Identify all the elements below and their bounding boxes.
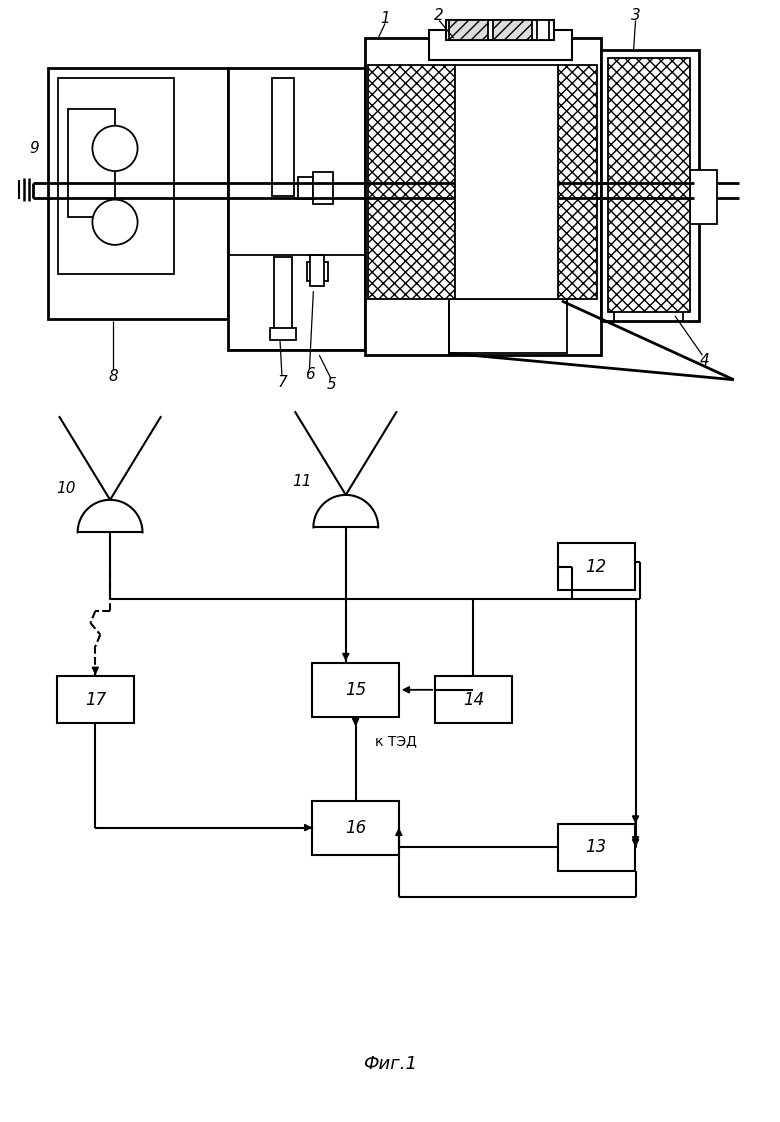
Text: 7: 7 (277, 375, 287, 390)
Bar (690, 171, 717, 224)
Bar (493, 20, 533, 40)
Bar (68, 109, 115, 218)
Bar (558, 824, 635, 871)
Bar (272, 77, 294, 195)
Text: 15: 15 (345, 681, 367, 699)
Bar (429, 30, 572, 59)
Bar (601, 50, 700, 321)
Bar (614, 294, 682, 321)
Circle shape (92, 126, 137, 171)
Bar (449, 300, 567, 353)
Text: к ТЭД: к ТЭД (375, 734, 417, 748)
Text: 3: 3 (631, 8, 640, 24)
Text: 13: 13 (586, 838, 607, 856)
Text: 1: 1 (380, 11, 390, 26)
Text: 2: 2 (434, 8, 444, 24)
Bar (558, 65, 597, 300)
Bar (608, 58, 690, 312)
Bar (313, 801, 399, 855)
Text: 11: 11 (292, 473, 311, 488)
Bar (558, 543, 635, 590)
Bar (274, 257, 292, 335)
Bar (366, 38, 601, 356)
Bar (298, 177, 314, 199)
Bar (313, 663, 399, 717)
Text: 14: 14 (463, 691, 484, 709)
Bar (621, 284, 675, 300)
Bar (455, 65, 558, 300)
Bar (537, 20, 549, 40)
Text: 10: 10 (56, 480, 76, 496)
Bar (446, 20, 554, 40)
Bar (435, 677, 512, 724)
Bar (270, 328, 296, 340)
Text: 5: 5 (326, 377, 336, 393)
Text: Фиг.1: Фиг.1 (363, 1055, 417, 1073)
Bar (48, 67, 228, 319)
Bar (307, 261, 328, 282)
Text: 8: 8 (108, 369, 118, 384)
Bar (310, 255, 324, 286)
Bar (228, 67, 366, 350)
Text: 4: 4 (700, 352, 709, 368)
Text: 9: 9 (30, 141, 39, 156)
Text: 17: 17 (85, 691, 106, 709)
Text: 16: 16 (345, 819, 367, 837)
Bar (58, 77, 174, 275)
Text: 12: 12 (586, 558, 607, 576)
Bar (57, 677, 133, 724)
Circle shape (92, 200, 137, 245)
Bar (368, 65, 455, 300)
Bar (449, 20, 488, 40)
Bar (314, 172, 333, 203)
Text: 6: 6 (304, 367, 314, 383)
